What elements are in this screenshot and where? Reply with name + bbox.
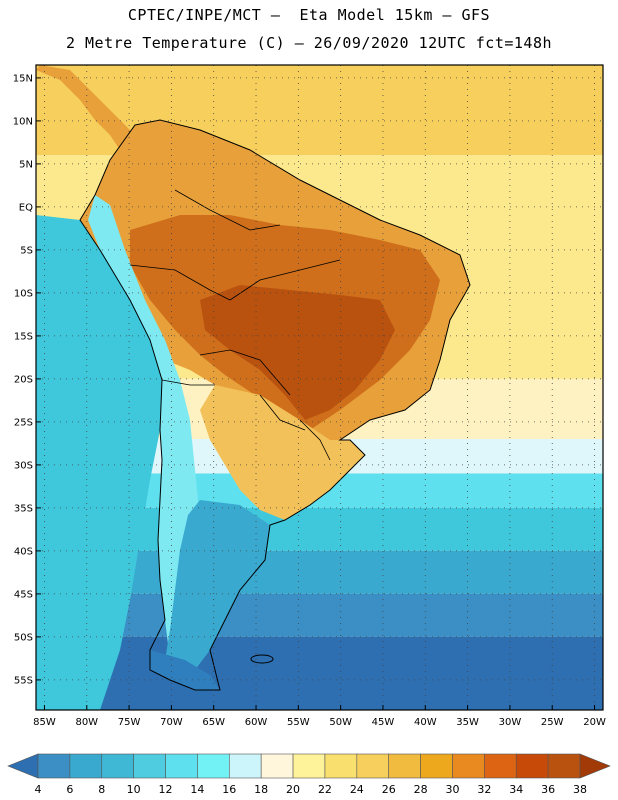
colorbar-arrow-high <box>579 753 611 779</box>
colorbar-swatch <box>37 753 71 779</box>
lat-tick-label: 30S <box>14 460 33 471</box>
lat-tick-label: 15S <box>14 331 33 342</box>
colorbar-label: 8 <box>98 783 105 796</box>
lon-tick-label: 35W <box>456 717 479 728</box>
lon-tick-label: 20W <box>583 717 606 728</box>
colorbar-label: 18 <box>254 783 268 796</box>
colorbar-label: 12 <box>159 783 173 796</box>
colorbar-swatch <box>228 753 262 779</box>
lon-tick-label: 65W <box>202 717 225 728</box>
colorbar-label: 22 <box>318 783 332 796</box>
lat-tick-label: 20S <box>14 374 33 385</box>
colorbar-swatch <box>133 753 166 779</box>
colorbar-swatch <box>292 753 326 779</box>
colorbar-label: 30 <box>445 783 459 796</box>
lat-tick-label: 10N <box>13 116 33 127</box>
colorbar-swatch <box>197 753 230 779</box>
colorbar-swatch <box>515 753 549 779</box>
colorbar-label: 24 <box>350 783 364 796</box>
colorbar-label: 14 <box>190 783 204 796</box>
lon-tick-label: 45W <box>372 717 395 728</box>
falkland-islands <box>250 654 274 664</box>
lat-tick-label: 10S <box>14 288 33 299</box>
colorbar-swatch <box>547 753 581 779</box>
colorbar-label: 28 <box>414 783 428 796</box>
lon-tick-label: 55W <box>287 717 310 728</box>
colorbar-label: 34 <box>509 783 523 796</box>
colorbar-label: 20 <box>286 783 300 796</box>
colorbar-swatch <box>69 753 103 779</box>
colorbar: 4 6 8 10 12 14 16 18 20 22 24 26 28 30 32 34 36 38 <box>7 753 611 796</box>
lat-tick-label: 50S <box>14 632 33 643</box>
lon-tick-label: 80W <box>75 717 98 728</box>
land-patagonia <box>165 500 270 680</box>
lon-tick-label: 75W <box>118 717 141 728</box>
temperature-field <box>36 65 603 710</box>
colorbar-label: 6 <box>66 783 73 796</box>
title-line-2: 2 Metre Temperature (C) – 26/09/2020 12U… <box>65 34 553 52</box>
colorbar-swatch <box>101 753 134 779</box>
lat-tick-label: 40S <box>14 546 33 557</box>
ocean-band-8 <box>36 636 603 710</box>
land-andes-cold <box>88 195 210 660</box>
colorbar-swatch <box>388 753 421 779</box>
colorbar-swatch <box>356 753 390 779</box>
colorbar-swatch <box>420 753 453 779</box>
colorbar-swatch <box>260 753 294 779</box>
lat-tick-label: 5N <box>19 159 33 170</box>
colorbar-label: 10 <box>127 783 141 796</box>
title-line-1: CPTEC/INPE/MCT – Eta Model 15km – GFS <box>127 6 491 24</box>
longitude-axis: 85W 80W 75W 70W 65W 60W 55W 50W 45W 40W 35W 30W 25W 2… <box>33 705 606 728</box>
colorbar-swatch <box>165 753 198 779</box>
colorbar-label: 16 <box>222 783 236 796</box>
latitude-axis: 15N 10N 5N EQ 5S 10S 15S 20S 25S 30S 35S 40S 45S 50S 5… <box>13 73 41 686</box>
lon-tick-label: 30W <box>499 717 522 728</box>
lat-tick-label: 5S <box>20 245 33 256</box>
lon-tick-label: 70W <box>160 717 183 728</box>
pacific-cool-water <box>36 215 162 710</box>
lat-tick-label: 25S <box>14 417 33 428</box>
lon-tick-label: 60W <box>245 717 268 728</box>
lat-tick-label: 45S <box>14 589 33 600</box>
colorbar-swatch <box>324 753 358 779</box>
lat-tick-label: 55S <box>14 675 33 686</box>
lon-tick-label: 85W <box>33 717 56 728</box>
lon-tick-label: 40W <box>414 717 437 728</box>
country-borders <box>129 189 341 461</box>
colorbar-label: 32 <box>477 783 491 796</box>
land-southern-tip <box>150 650 220 690</box>
lon-tick-label: 25W <box>541 717 564 728</box>
colorbar-swatch <box>484 753 517 779</box>
central-america-land <box>36 65 140 160</box>
colorbar-label: 38 <box>573 783 587 796</box>
lat-tick-label: 15N <box>13 73 33 84</box>
land-hot-core <box>200 285 395 420</box>
coastline <box>79 119 471 691</box>
lat-tick-label: 35S <box>14 503 33 514</box>
colorbar-arrow-low <box>7 753 39 779</box>
south-america-land <box>79 119 471 691</box>
lon-tick-label: 50W <box>329 717 352 728</box>
colorbar-swatch <box>452 753 485 779</box>
colorbar-label: 26 <box>382 783 396 796</box>
ocean-band-7 <box>36 593 603 637</box>
land-south-warm <box>200 385 365 520</box>
lat-tick-label: EQ <box>19 202 33 213</box>
colorbar-label: 4 <box>35 783 42 796</box>
map-frame <box>35 64 604 711</box>
colorbar-label: 36 <box>541 783 555 796</box>
